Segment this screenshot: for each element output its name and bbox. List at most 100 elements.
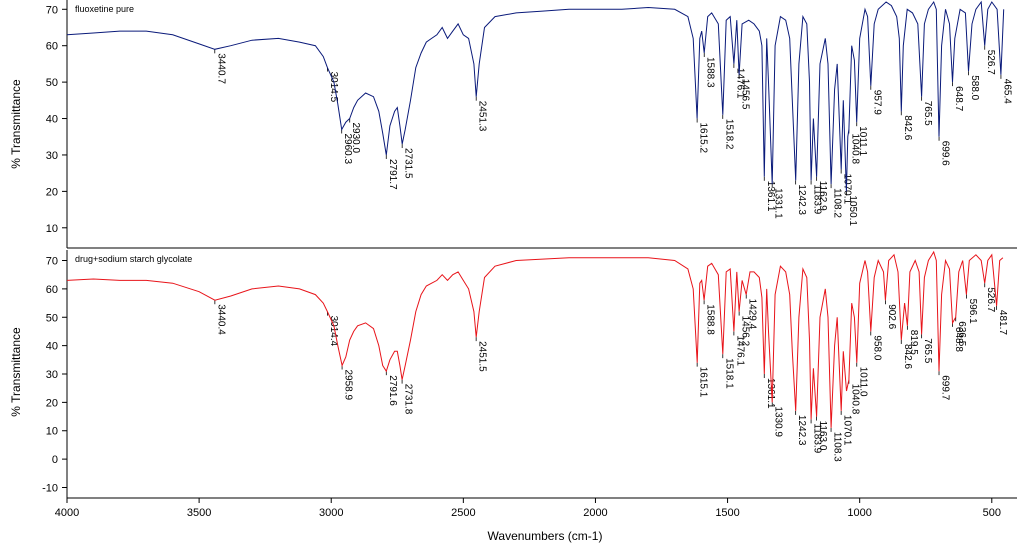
peak-label: 1162.9 [817,181,828,211]
y-tick-label: 50 [46,312,58,324]
peak-label: 699.6 [940,141,951,166]
peak-label: 1108.3 [832,432,843,462]
peak-label: 1456.5 [740,79,751,110]
peak-label: 2731.8 [403,384,414,415]
peak-label: 636.5 [956,321,967,346]
panel-bottom-y-axis-label: % Transmittance [9,327,23,417]
peak-label: 1183.9 [812,423,823,453]
y-tick-label: -10 [42,482,58,494]
y-tick-label: 30 [46,369,58,381]
peak-label: 1456.2 [740,316,751,347]
panel-top-y-axis-label: % Transmittance [9,79,23,169]
panel-top-y-ticks: 10 20 30 40 50 60 70 [46,4,67,235]
peak-label: 1476.1 [734,335,745,366]
y-tick-label: 20 [46,186,58,198]
panel-top: fluoxetine pure % Transmittance 10 20 30 40… [9,0,1017,249]
peak-label: 465.4 [1001,79,1012,104]
y-tick-label: 30 [46,150,58,162]
panel-top-series-name: fluoxetine pure [75,4,134,14]
peak-label: 1429.4 [747,299,758,330]
peak-label: 2791.6 [387,375,398,406]
peak-label: 842.6 [902,344,913,369]
peak-label: 765.5 [922,338,933,363]
panel-bottom-y-ticks: -10 0 10 20 30 40 50 60 70 [42,256,67,494]
peak-label: 1070.1 [842,174,853,205]
y-tick-label: 70 [46,4,58,16]
peak-label: 596.1 [967,299,978,324]
peak-label: 2930.0 [350,123,361,154]
peak-label: 957.9 [871,90,882,115]
x-tick-label: 3000 [319,507,343,519]
peak-label: 1011.1 [857,126,868,156]
peak-label: 958.0 [871,335,882,360]
peak-label: 819.5 [908,330,919,355]
peak-label: 765.5 [922,101,933,126]
x-tick-label: 4000 [55,507,79,519]
panel-bottom: drug+sodium starch glycolate % Transmitt… [9,250,1017,499]
x-tick-label: 3500 [187,507,211,519]
peak-label: 3014.5 [328,72,339,103]
peak-label: 2960.3 [342,134,353,165]
peak-label: 2958.9 [343,370,354,401]
peak-label: 1615.2 [698,123,709,154]
peak-label: 481.7 [997,310,1008,335]
peak-label: 3440.7 [215,53,226,84]
x-tick-label: 2000 [583,507,607,519]
y-tick-label: 40 [46,341,58,353]
peak-label: 699.7 [940,375,951,400]
peak-label: 2451.5 [477,341,488,372]
peak-label: 1588.8 [705,304,716,335]
peak-label: 1108.2 [832,188,843,218]
peak-label: 902.6 [886,304,897,329]
peak-label: 1011.0 [857,367,868,397]
peak-label: 1163.0 [817,421,828,451]
peak-label: 1331.1 [773,188,784,219]
x-tick-label: 500 [983,507,1001,519]
y-tick-label: 60 [46,41,58,53]
peak-label: 2451.3 [477,101,488,132]
x-tick-label: 1500 [715,507,739,519]
peak-label: 3440.4 [215,304,226,335]
peak-label: 1518.1 [723,358,734,389]
peak-label: 1361.1 [765,378,776,409]
x-tick-label: 1000 [847,507,871,519]
peak-label: 1615.1 [698,367,709,398]
peak-label: 1476.1 [734,68,745,99]
peak-label: 1050.1 [847,195,858,226]
peak-label: 1242.3 [796,415,807,446]
y-tick-label: 70 [46,256,58,268]
x-tick-label: 2500 [451,507,475,519]
peak-label: 1040.8 [849,134,860,165]
panel-top-series-line [66,0,1005,192]
y-tick-label: 0 [52,454,58,466]
y-tick-label: 10 [46,426,58,438]
peak-label: 1361.1 [765,181,776,212]
peak-label: 1518.2 [723,119,734,150]
peak-label: 1070.1 [842,415,853,446]
peak-label: 3014.4 [328,316,339,347]
peak-label: 588.0 [969,75,980,100]
y-tick-label: 60 [46,284,58,296]
peak-label: 1242.3 [796,184,807,215]
peak-label: 1040.8 [849,384,860,415]
y-tick-label: 40 [46,114,58,126]
panel-bottom-series-name: drug+sodium starch glycolate [75,254,192,264]
x-ticks: 4000 3500 3000 2500 2000 1500 1000 500 [55,498,1001,519]
y-tick-label: 20 [46,397,58,409]
peak-label: 1330.9 [773,406,784,437]
peak-label: 1588.3 [705,57,716,88]
peak-label: 526.7 [985,50,996,75]
peak-label: 2731.5 [403,148,414,179]
peak-label: 526.7 [985,287,996,312]
peak-label: 2791.7 [387,159,398,190]
peak-label: 842.6 [902,115,913,140]
peak-label: 648.8 [953,327,964,352]
y-tick-label: 10 [46,223,58,235]
panel-bottom-peak-labels: 3440.4 3014.4 2958.9 2791.6 2731.8 2451.5 1615… [214,283,1008,462]
peak-label: 1183.9 [812,184,823,214]
panel-bottom-series-line [66,250,1004,428]
